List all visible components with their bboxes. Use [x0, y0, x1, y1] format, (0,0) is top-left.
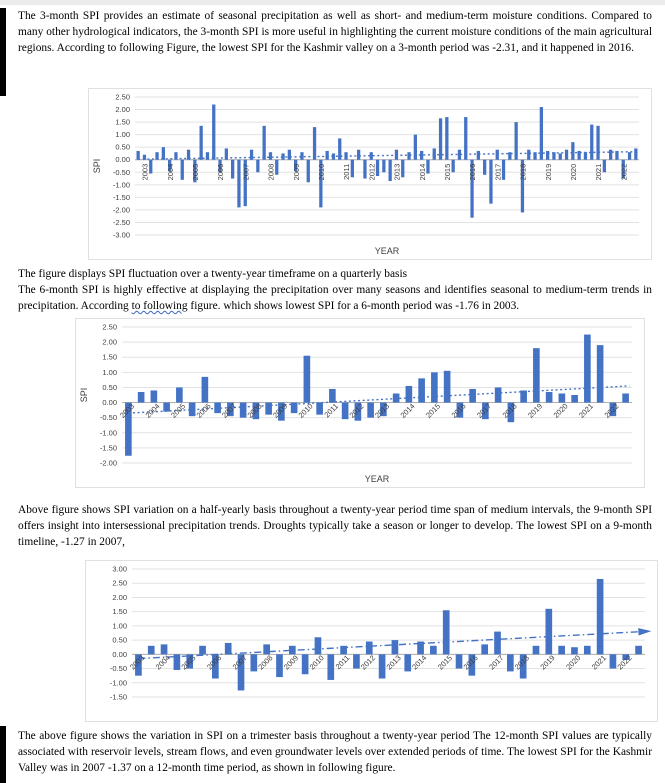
svg-text:0.50: 0.50 [115, 143, 130, 152]
svg-text:2014: 2014 [399, 402, 417, 420]
page-top-edge [0, 0, 665, 5]
svg-text:2006: 2006 [216, 164, 225, 181]
svg-text:-1.50: -1.50 [100, 443, 117, 452]
paragraph-6month-post: figure. which shows lowest SPI for a 6-m… [187, 300, 520, 312]
svg-text:-1.00: -1.00 [100, 428, 117, 437]
change-bar-bottom [0, 726, 6, 783]
svg-text:2013: 2013 [373, 402, 391, 420]
svg-text:SPI: SPI [92, 159, 102, 174]
svg-text:2005: 2005 [191, 164, 200, 181]
svg-text:2022: 2022 [619, 164, 628, 181]
svg-text:2012: 2012 [367, 164, 376, 181]
svg-text:2007: 2007 [241, 164, 250, 181]
svg-text:0.50: 0.50 [112, 636, 127, 645]
svg-text:2022: 2022 [603, 402, 621, 420]
svg-text:2.00: 2.00 [115, 105, 130, 114]
spi-9month-chart: 3.00 2.50 2.00 1.50 1.00 0.50 0.00 -0.50 -1.00 -1… [85, 560, 658, 722]
svg-text:-0.50: -0.50 [113, 168, 130, 177]
svg-text:2007: 2007 [220, 402, 238, 420]
svg-text:1.50: 1.50 [115, 118, 130, 127]
svg-text:2015: 2015 [443, 164, 452, 181]
svg-text:0.00: 0.00 [115, 155, 130, 164]
svg-text:2013: 2013 [393, 164, 402, 181]
paragraph-3month-spi: The 3-month SPI provides an estimate of … [18, 10, 652, 54]
svg-text:2.50: 2.50 [112, 579, 127, 588]
svg-text:SPI: SPI [79, 388, 89, 403]
svg-text:2.50: 2.50 [102, 323, 117, 332]
svg-text:2008: 2008 [246, 402, 264, 420]
svg-text:2018: 2018 [501, 402, 519, 420]
svg-text:2006: 2006 [195, 402, 213, 420]
svg-text:1.00: 1.00 [102, 368, 117, 377]
paragraph-12month-spi: The above figure shows the variation in … [18, 730, 652, 774]
svg-text:2003: 2003 [141, 164, 150, 181]
svg-text:-0.50: -0.50 [110, 664, 127, 673]
svg-text:2008: 2008 [267, 164, 276, 181]
svg-text:2009: 2009 [292, 164, 301, 181]
svg-text:2.50: 2.50 [115, 93, 130, 102]
svg-text:2017: 2017 [475, 402, 493, 420]
svg-text:2003: 2003 [118, 402, 136, 420]
svg-text:-0.50: -0.50 [100, 413, 117, 422]
paragraph-6month-pre: The 6-month SPI is highly effective at d… [18, 284, 652, 312]
svg-text:3.00: 3.00 [112, 565, 127, 574]
spi-3month-quarterly-chart: 2.50 2.00 1.50 1.00 0.50 0.00 -0.50 -1.00 -1.50 -… [88, 88, 652, 260]
svg-text:0.00: 0.00 [112, 650, 127, 659]
svg-text:1.50: 1.50 [112, 607, 127, 616]
svg-text:-2.00: -2.00 [113, 205, 130, 214]
svg-text:-3.00: -3.00 [113, 231, 130, 240]
caption-quarterly-figure: The figure displays SPI fluctuation over… [18, 268, 408, 280]
svg-text:2020: 2020 [569, 164, 578, 181]
svg-text:-2.00: -2.00 [100, 459, 117, 468]
svg-text:2021: 2021 [594, 164, 603, 181]
spi-6month-halfyearly-chart: 2.50 2.00 1.50 1.00 0.50 0.00 -0.50 -1.00 -1.50 -… [75, 318, 645, 488]
paragraph-6month-spi: The 6-month SPI is highly effective at d… [18, 282, 652, 314]
svg-text:-1.50: -1.50 [110, 693, 127, 702]
svg-text:2021: 2021 [577, 402, 595, 420]
svg-text:1.00: 1.00 [112, 621, 127, 630]
svg-text:-1.50: -1.50 [113, 193, 130, 202]
svg-text:2011: 2011 [342, 164, 351, 180]
svg-text:2016: 2016 [468, 164, 477, 181]
svg-text:2017: 2017 [493, 164, 502, 181]
svg-text:2.00: 2.00 [112, 593, 127, 602]
svg-text:2011: 2011 [322, 402, 340, 420]
svg-text:2019: 2019 [526, 402, 544, 420]
paragraph-9month-spi: Above figure shows SPI variation on a ha… [18, 504, 652, 548]
svg-text:0.00: 0.00 [102, 398, 117, 407]
svg-text:2010: 2010 [317, 164, 326, 181]
svg-text:YEAR: YEAR [375, 246, 400, 256]
svg-text:1.00: 1.00 [115, 130, 130, 139]
change-bar-top [0, 8, 6, 96]
svg-text:2005: 2005 [169, 402, 187, 420]
svg-text:-1.00: -1.00 [113, 180, 130, 189]
spellcheck-squiggle-text: to following [131, 300, 188, 312]
svg-text:1.50: 1.50 [102, 353, 117, 362]
svg-text:2.00: 2.00 [102, 338, 117, 347]
svg-text:2012: 2012 [348, 402, 366, 420]
svg-text:YEAR: YEAR [365, 474, 390, 484]
svg-text:2020: 2020 [552, 402, 570, 420]
svg-text:2004: 2004 [144, 402, 162, 420]
svg-text:2014: 2014 [418, 164, 427, 181]
svg-text:0.50: 0.50 [102, 383, 117, 392]
svg-text:2015: 2015 [424, 402, 442, 420]
svg-text:2004: 2004 [166, 164, 175, 181]
svg-text:2016: 2016 [450, 402, 468, 420]
svg-text:2018: 2018 [519, 164, 528, 181]
svg-text:2019: 2019 [544, 164, 553, 181]
svg-text:-2.50: -2.50 [113, 218, 130, 227]
svg-text:-1.00: -1.00 [110, 678, 127, 687]
